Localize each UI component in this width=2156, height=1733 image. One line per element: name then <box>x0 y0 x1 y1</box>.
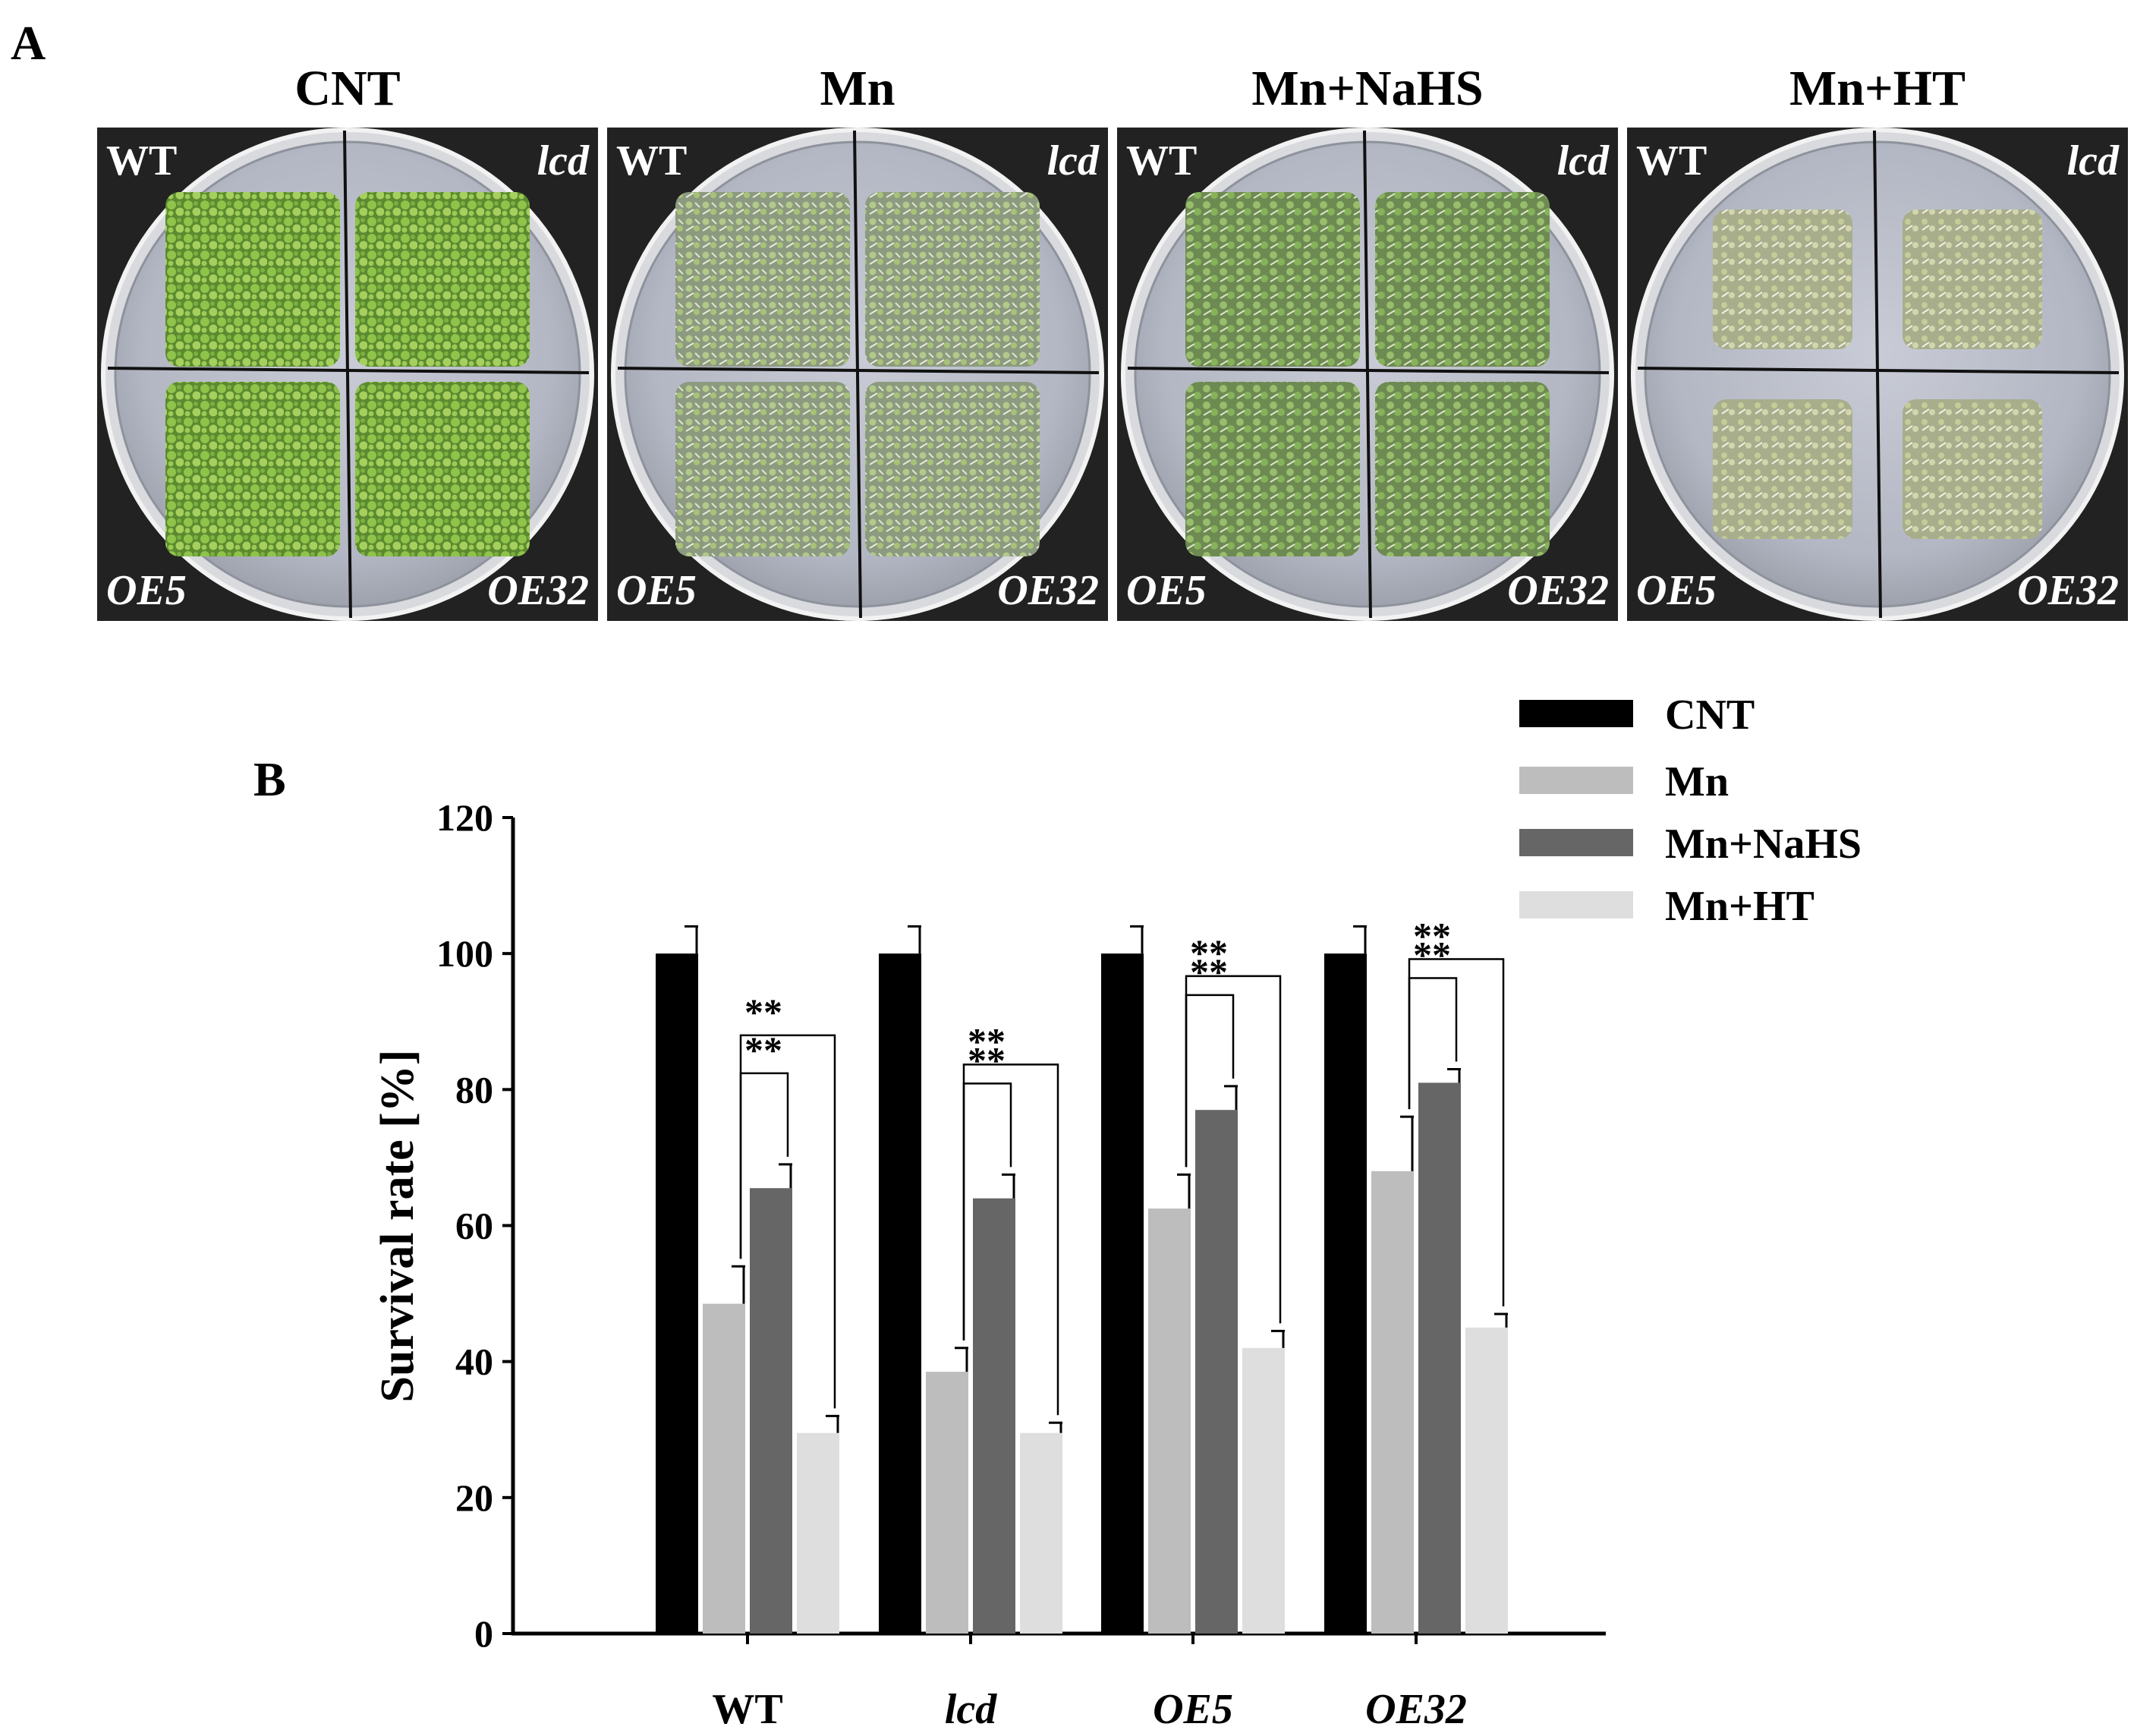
plate-quadrant-label: WT <box>1636 137 1707 184</box>
plate-quadrant-label: lcd <box>1557 137 1610 184</box>
divider-vertical <box>853 130 862 619</box>
plate-title: Mn+HT <box>1789 61 1966 116</box>
panel-b-label: B <box>253 752 286 806</box>
seedling-patch <box>1903 399 2042 539</box>
plate-quadrant-label: OE32 <box>997 567 1099 614</box>
bar-cnt-lcd <box>879 953 921 1634</box>
seedling-patch <box>1185 192 1360 367</box>
plate-quadrant-label: lcd <box>1047 137 1100 184</box>
panel-a: A CNT WT lcd OE5 OE32 Mn WT lcd OE5 OE32 Mn+NaHS WT… <box>11 16 2128 621</box>
plate-quadrant-label: WT <box>616 137 687 184</box>
seedling-patch <box>675 382 850 556</box>
y-tick-label: 80 <box>455 1068 493 1111</box>
plate-quadrant-label: lcd <box>2067 137 2120 184</box>
plate-title: CNT <box>294 61 400 116</box>
seedling-patch <box>1185 382 1360 556</box>
bar-mn-oe5 <box>1148 1208 1191 1634</box>
seedling-patch <box>865 192 1040 367</box>
plate-title: Mn+NaHS <box>1251 61 1483 116</box>
panel-b: B 0 20 40 60 80 100 120 Survival rate [%] WT lcd O… <box>253 692 1862 1733</box>
significance-label: ** <box>1190 931 1228 974</box>
legend-swatch <box>1519 767 1633 794</box>
plate-1: CNT WT lcd OE5 OE32 <box>97 61 598 621</box>
significance-label: ** <box>1413 914 1451 956</box>
bar-mn-nahs-oe5 <box>1195 1110 1238 1634</box>
seedling-patch <box>355 192 530 367</box>
plate-quadrant-label: OE5 <box>1636 567 1717 614</box>
plates: CNT WT lcd OE5 OE32 Mn WT lcd OE5 OE32 Mn+NaHS WT lc… <box>97 61 2128 621</box>
bar-mn-nahs-wt <box>750 1188 792 1634</box>
seedling-patch <box>1375 192 1550 367</box>
y-tick-label: 120 <box>436 796 493 839</box>
legend: CNT Mn Mn+NaHS Mn+HT <box>1519 692 1862 930</box>
bar-mn-nahs-oe32 <box>1418 1082 1461 1634</box>
plate-3: Mn+NaHS WT lcd OE5 OE32 <box>1117 61 1618 621</box>
plate-quadrant-label: lcd <box>537 137 590 184</box>
bar-mn-ht-wt <box>797 1432 839 1634</box>
significance-label: ** <box>744 991 782 1033</box>
y-tick-label: 100 <box>436 932 493 975</box>
x-category-label: lcd <box>945 1686 997 1733</box>
y-axis-label: Survival rate [%] <box>372 1050 423 1403</box>
y-tick-label: 20 <box>455 1476 493 1519</box>
plate-4: Mn+HT WT lcd OE5 OE32 <box>1627 61 2128 621</box>
legend-label: CNT <box>1665 692 1755 739</box>
plate-quadrant-label: OE32 <box>1507 567 1609 614</box>
bar-mn-oe32 <box>1371 1171 1414 1634</box>
bar-cnt-oe32 <box>1324 953 1367 1634</box>
significance-bracket <box>739 1034 836 1409</box>
y-tick-label: 40 <box>455 1341 493 1383</box>
divider-vertical <box>343 130 352 619</box>
legend-swatch <box>1519 829 1633 856</box>
significance-bracket <box>1408 958 1505 1306</box>
y-tick-label: 0 <box>474 1612 493 1655</box>
bar-mn-wt <box>703 1303 745 1634</box>
bar-mn-ht-oe5 <box>1242 1347 1285 1634</box>
significance-label: ** <box>968 1038 1006 1081</box>
bar-cnt-wt <box>656 953 698 1634</box>
plate-quadrant-label: WT <box>106 137 177 184</box>
seedling-patch <box>165 192 340 367</box>
bar-mn-ht-oe32 <box>1465 1327 1508 1634</box>
bar-mn-nahs-lcd <box>973 1198 1015 1634</box>
divider-vertical <box>1363 130 1372 619</box>
legend-swatch <box>1519 891 1633 918</box>
plate-quadrant-label: WT <box>1126 137 1197 184</box>
seedling-patch <box>1903 210 2042 349</box>
significance-label: ** <box>1413 933 1451 975</box>
plate-quadrant-label: OE5 <box>616 567 697 614</box>
plate-quadrant-label: OE32 <box>2017 567 2119 614</box>
seedling-patch <box>865 382 1040 556</box>
significance-label: ** <box>968 1019 1006 1062</box>
divider-vertical <box>1873 130 1882 619</box>
bar-mn-ht-lcd <box>1020 1432 1062 1634</box>
seedling-patch <box>355 382 530 556</box>
plate-2: Mn WT lcd OE5 OE32 <box>607 61 1108 621</box>
significance-label: ** <box>1190 950 1228 993</box>
legend-label: Mn+NaHS <box>1665 821 1862 868</box>
seedling-patch <box>1713 210 1852 349</box>
bar-chart: 0 20 40 60 80 100 120 Survival rate [%] WT lcd OE5… <box>372 692 1862 1733</box>
panel-a-label: A <box>11 16 46 70</box>
x-category-label: WT <box>712 1686 782 1733</box>
seedling-patch <box>675 192 850 367</box>
legend-swatch <box>1519 700 1633 727</box>
seedling-patch <box>1375 382 1550 556</box>
significance-bracket <box>1185 975 1282 1324</box>
bar-mn-lcd <box>926 1372 968 1634</box>
seedling-patch <box>165 382 340 556</box>
x-category-label: OE5 <box>1153 1686 1233 1733</box>
seedling-patch <box>1713 399 1852 539</box>
plate-title: Mn <box>820 61 895 116</box>
significance-bracket <box>962 1063 1059 1416</box>
bar-cnt-oe5 <box>1101 953 1144 1634</box>
y-tick-label: 60 <box>455 1205 493 1247</box>
legend-label: Mn+HT <box>1665 883 1815 930</box>
legend-label: Mn <box>1665 758 1729 805</box>
plate-quadrant-label: OE5 <box>1126 567 1207 614</box>
plate-quadrant-label: OE5 <box>106 567 187 614</box>
x-category-label: OE32 <box>1365 1686 1467 1733</box>
plate-quadrant-label: OE32 <box>487 567 589 614</box>
